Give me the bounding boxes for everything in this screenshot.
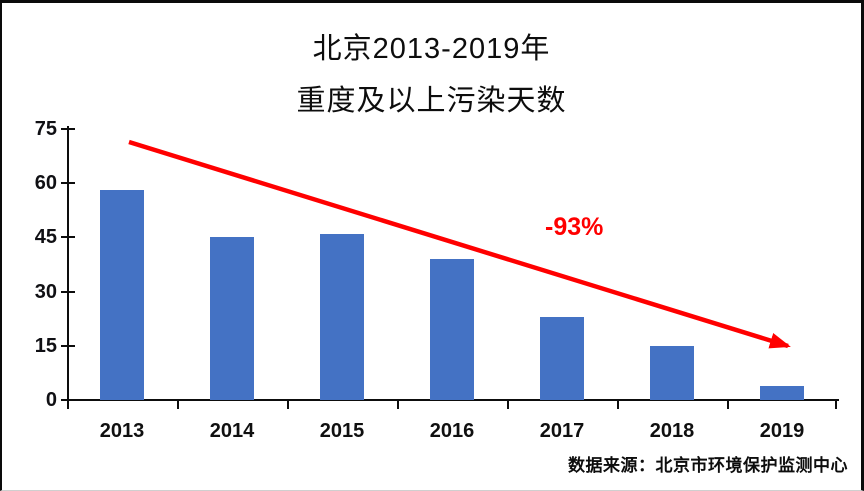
x-axis-tick bbox=[287, 400, 289, 409]
bar-2019 bbox=[760, 385, 804, 400]
x-axis-tick bbox=[727, 400, 729, 409]
plot-area: 0 15 30 45 60 75 2013 2014 2015 2016 2017 2018 2019 bbox=[2, 3, 861, 490]
x-axis-label: 2016 bbox=[429, 420, 475, 442]
y-axis-label: 45 bbox=[34, 226, 57, 249]
bar-2018 bbox=[650, 345, 694, 400]
source-note: 数据来源：北京市环境保护监测中心 bbox=[568, 456, 848, 475]
y-axis-label: 30 bbox=[34, 280, 57, 303]
x-axis-label: 2013 bbox=[99, 420, 145, 442]
y-axis-tick bbox=[61, 344, 75, 347]
y-axis-label: 0 bbox=[45, 389, 57, 411]
y-axis-tick bbox=[61, 182, 75, 185]
x-axis-tick bbox=[67, 400, 69, 409]
x-axis-tick bbox=[177, 400, 179, 409]
y-axis-label: 60 bbox=[34, 172, 57, 195]
y-axis-tick bbox=[61, 236, 75, 239]
y-axis-tick bbox=[61, 128, 75, 130]
x-axis-tick bbox=[617, 400, 619, 409]
x-axis-line bbox=[67, 399, 839, 401]
x-axis-label: 2014 bbox=[209, 420, 255, 442]
chart-title-line1: 北京2013-2019年 bbox=[312, 33, 551, 65]
x-axis-label: 2019 bbox=[759, 420, 805, 442]
chart-title-line2: 重度及以上污染天数 bbox=[296, 85, 567, 117]
x-axis-tick bbox=[507, 400, 509, 409]
y-axis-label: 15 bbox=[34, 334, 57, 357]
x-axis-label: 2015 bbox=[319, 420, 365, 442]
y-axis-tick bbox=[61, 290, 75, 293]
y-axis-label: 75 bbox=[34, 118, 57, 140]
y-axis-line bbox=[67, 126, 69, 400]
bar-2017 bbox=[540, 316, 584, 400]
x-axis-tick bbox=[835, 400, 837, 409]
bar-2016 bbox=[430, 259, 474, 400]
trend-annotation: -93% bbox=[545, 213, 604, 241]
x-axis-label: 2018 bbox=[649, 420, 695, 442]
bar-2014 bbox=[210, 237, 254, 400]
chart-title: 北京2013-2019年 重度及以上污染天数 bbox=[2, 23, 861, 127]
bar-2013 bbox=[100, 190, 144, 400]
x-axis-label: 2017 bbox=[539, 420, 585, 442]
bar-2015 bbox=[320, 233, 364, 400]
x-axis-tick bbox=[397, 400, 399, 409]
